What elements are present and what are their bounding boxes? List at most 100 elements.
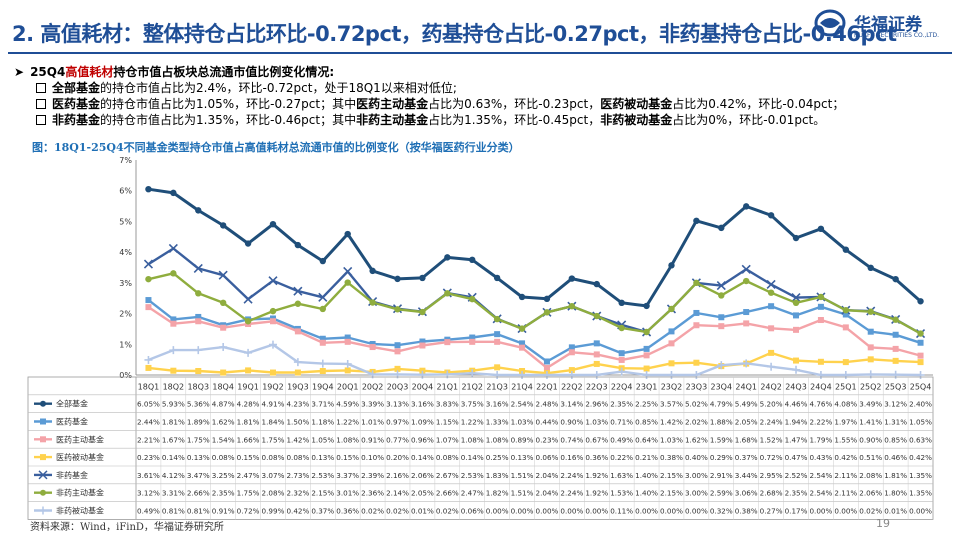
data-point [318,292,328,302]
data-point [294,241,302,249]
data-label: 4.91% [262,401,285,409]
data-point [469,256,476,264]
data-point [344,334,351,341]
data-point [543,364,550,371]
data-label: 1.01% [361,419,384,427]
data-label: 1.51% [511,472,534,480]
x-tick-label: 24Q4 [810,383,832,392]
data-label: 2.15% [660,472,683,480]
data-point [543,358,550,365]
data-point [867,356,874,363]
data-point [568,367,575,374]
x-tick-label: 23Q4 [711,383,733,392]
series-line-1 [148,187,922,308]
data-label: 1.52% [760,436,783,444]
data-label: 1.42% [660,419,683,427]
logo-text: 华福证券 [854,15,922,35]
data-label: 3.01% [336,490,359,498]
data-point [618,324,625,332]
data-label: 2.39% [361,472,384,480]
bullet-term: 医药基金 [52,97,101,111]
data-label: 0.00% [635,508,658,516]
data-point [144,355,153,364]
data-label: 1.22% [336,419,359,427]
data-label: 2.66% [187,490,210,498]
data-label: 3.31% [162,490,185,498]
data-label: 0.63% [909,436,932,444]
data-label: 2.95% [760,472,783,480]
data-label: 2.68% [760,490,783,498]
data-point [917,359,924,366]
bullet-text: 的持仓市值占比为1.35%，环比-0.46pct；其中 [100,113,357,127]
data-label: 0.72% [237,508,260,516]
legend-label: 医药基金 [56,417,88,427]
data-point [195,207,202,214]
data-label: 1.08% [486,436,509,444]
data-label: 2.06% [411,472,434,480]
y-tick-label: 3% [119,279,132,288]
data-label: 1.03% [585,419,608,427]
data-label: 3.61% [137,472,160,480]
data-point [767,362,776,371]
data-point [842,311,849,318]
data-label: 1.79% [809,436,832,444]
data-point [143,259,154,269]
data-point [269,369,276,376]
bullet-item-nonpharma: 非药基金的持仓市值占比为1.35%，环比-0.46pct；其中非药主动基金占比为… [36,112,844,128]
bullet-main-highlight: 高值耗材 [65,65,114,79]
data-label: 2.66% [436,490,459,498]
data-point [842,306,850,314]
legend-label: 非药主动基金 [56,488,104,498]
y-tick-label: 5% [119,217,132,226]
legend-label: 全部基金 [56,399,88,409]
x-tick-label: 22Q2 [561,383,583,392]
data-point [145,275,152,283]
data-label: 2.47% [461,490,484,498]
data-point [643,302,650,310]
data-label: 2.08% [262,490,285,498]
data-label: 0.20% [386,454,409,462]
data-label: 1.66% [237,436,260,444]
data-point [244,318,252,325]
data-point [344,338,351,345]
data-point [816,371,825,379]
data-point [716,281,726,291]
data-label: 1.09% [411,419,434,427]
data-point [767,212,775,219]
y-tick-label: 0% [119,371,132,380]
summary-bullets: ➤ 25Q4高值耗材持仓市值占板块总流通市值比例变化情况: 全部基金的持仓市值占… [14,64,844,128]
data-label: 0.42% [834,454,857,462]
data-point [743,309,750,316]
data-label: 0.23% [536,436,559,444]
page-number: 19 [876,517,890,530]
data-label: 2.48% [536,401,559,409]
data-label: 2.44% [137,419,160,427]
data-point [768,303,775,310]
data-label: 0.02% [859,508,882,516]
data-label: 3.07% [262,472,285,480]
data-label: 0.17% [785,508,808,516]
data-point [268,340,277,349]
data-label: 0.32% [710,508,733,516]
data-label: 0.23% [137,454,160,462]
data-label: 0.85% [884,436,907,444]
data-label: 0.00% [660,508,683,516]
x-tick-label: 21Q3 [486,383,508,392]
data-label: 0.08% [212,454,235,462]
data-label: 1.22% [461,419,484,427]
data-point [319,305,326,313]
data-label: 1.81% [162,419,185,427]
x-tick-label: 25Q3 [885,383,907,392]
data-point [742,359,751,368]
data-label: 0.00% [909,508,932,516]
data-label: 3.49% [859,401,882,409]
data-label: 0.00% [536,508,559,516]
data-point [842,324,849,331]
data-label: 0.01% [411,508,434,516]
data-point [817,225,825,232]
data-label: 0.72% [760,454,783,462]
data-label: 1.08% [461,436,484,444]
data-label: 2.24% [560,472,583,480]
data-label: 0.90% [560,419,583,427]
x-tick-label: 18Q2 [163,383,185,392]
